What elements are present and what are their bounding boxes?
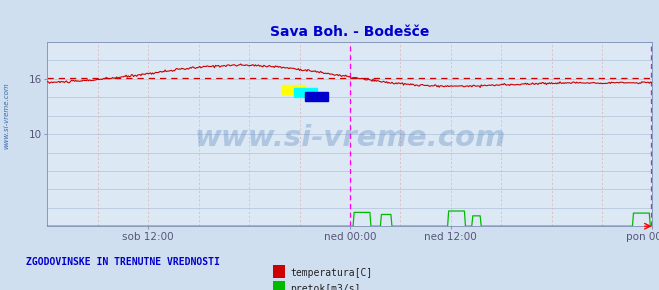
Bar [282, 84, 305, 94]
Text: pretok[m3/s]: pretok[m3/s] [291, 284, 361, 290]
Text: www.si-vreme.com: www.si-vreme.com [194, 124, 505, 152]
Bar [305, 92, 328, 101]
Text: ZGODOVINSKE IN TRENUTNE VREDNOSTI: ZGODOVINSKE IN TRENUTNE VREDNOSTI [26, 257, 220, 267]
Text: temperatura[C]: temperatura[C] [291, 268, 373, 278]
Title: Sava Boh. - Bodešče: Sava Boh. - Bodešče [270, 26, 430, 39]
Bar [294, 88, 317, 97]
Text: www.si-vreme.com: www.si-vreme.com [3, 83, 9, 149]
